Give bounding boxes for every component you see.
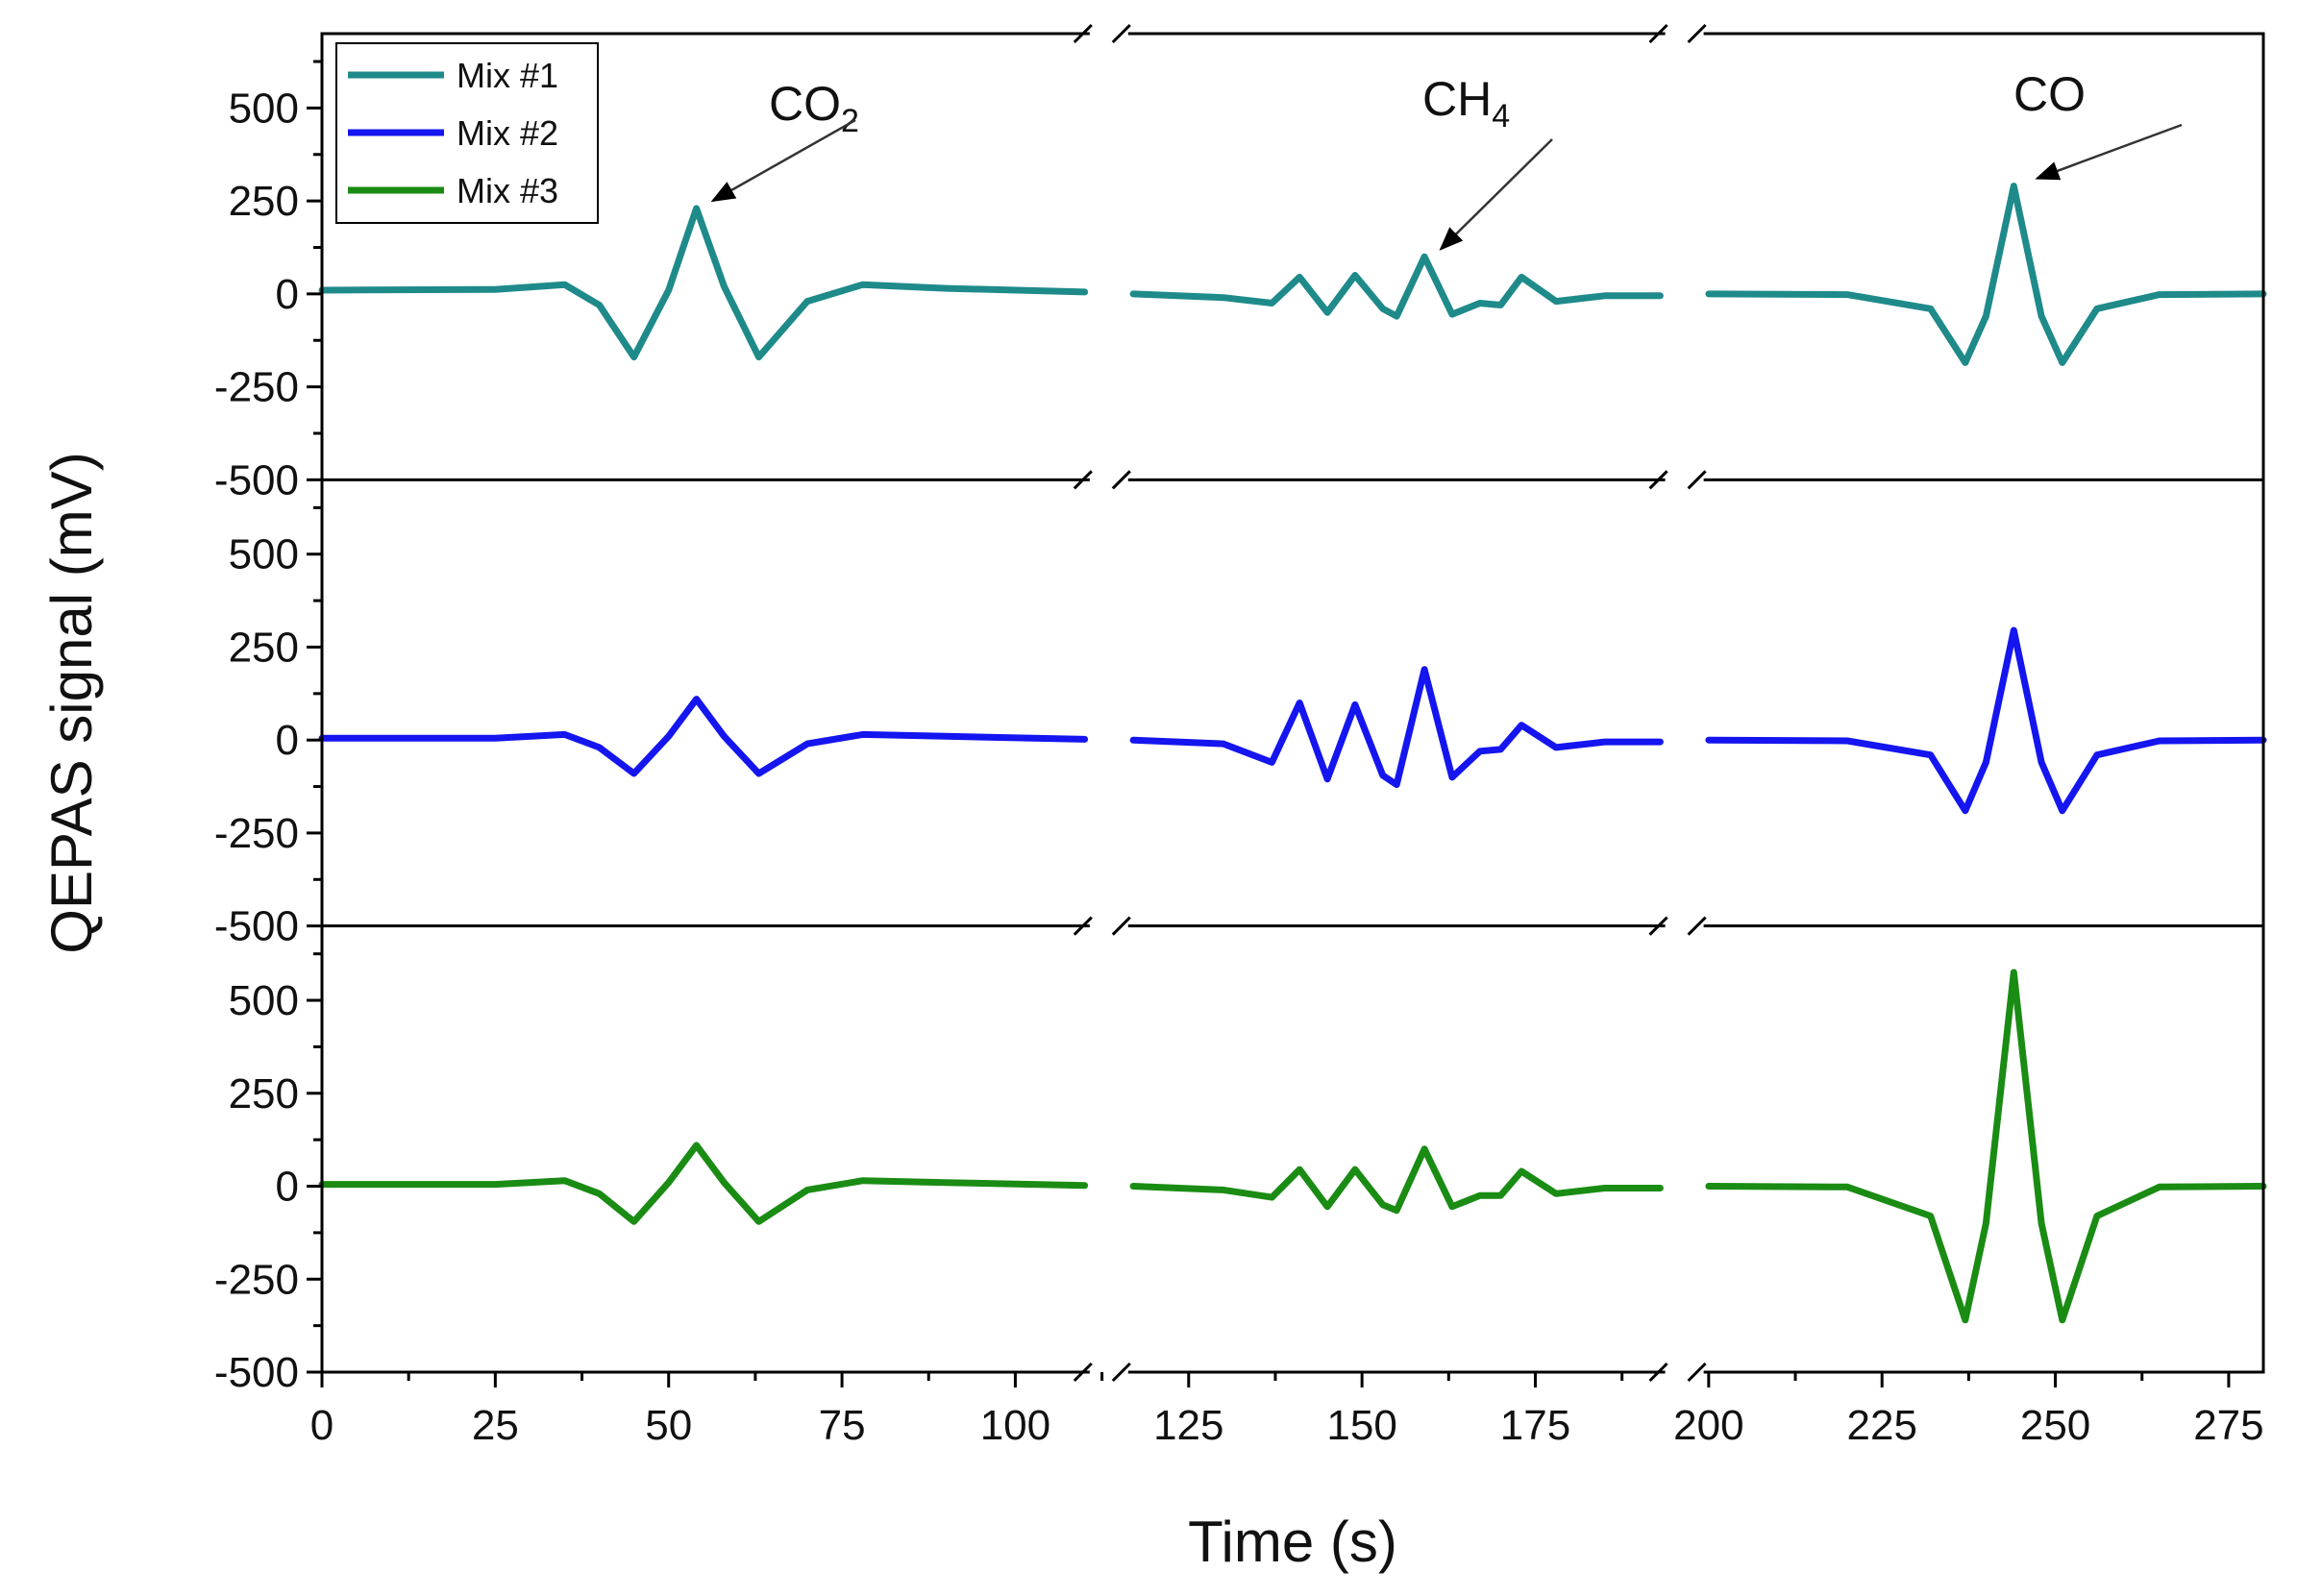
x-tick-label: 100 (980, 1402, 1050, 1449)
axis-break-mark (1648, 470, 1668, 490)
y-tick-label: -500 (214, 456, 299, 503)
axis-break-mark (1687, 916, 1707, 936)
y-tick-label: 250 (229, 1070, 299, 1117)
annotation-arrow-3 (2035, 123, 2183, 181)
axis-break-mark (1073, 23, 1093, 44)
axis-break-mark (1073, 1362, 1093, 1383)
series-line-3-segment-1 (318, 1142, 1089, 1225)
x-tick-label: 250 (2020, 1402, 2090, 1449)
y-tick-label: 0 (276, 717, 299, 764)
y-tick-label: 0 (276, 1164, 299, 1211)
axis-break-mark (1687, 470, 1707, 490)
axis-break-mark (1648, 1362, 1668, 1383)
annotation-arrow-2 (1439, 138, 1553, 251)
series-line-1-segment-3 (1705, 183, 2267, 366)
x-tick-label: 0 (310, 1402, 333, 1449)
series-line-2-segment-2 (1129, 666, 1664, 789)
y-tick-label: 500 (229, 531, 299, 578)
x-tick-label: 275 (2193, 1402, 2263, 1449)
x-tick-label: 175 (1500, 1402, 1570, 1449)
axis-break-mark (1073, 916, 1093, 936)
axis-break-mark (1111, 470, 1131, 490)
axis-break-mark (1111, 23, 1131, 44)
x-tick-label: 150 (1326, 1402, 1396, 1449)
series-line-2-segment-3 (1705, 626, 2267, 815)
y-tick-label: -250 (214, 810, 299, 857)
annotation-subscript: 4 (1492, 98, 1510, 135)
y-tick-label: 250 (229, 178, 299, 225)
x-tick-label: 75 (819, 1402, 866, 1449)
y-tick-label: -250 (214, 364, 299, 411)
series-line-3-segment-3 (1705, 969, 2267, 1324)
series-line-1-segment-1 (318, 205, 1089, 361)
x-tick-label: 50 (645, 1402, 692, 1449)
x-tick-label: 225 (1847, 1402, 1917, 1449)
axis-break-mark (1648, 23, 1668, 44)
axis-break-mark (1111, 1362, 1131, 1383)
y-tick-label: -250 (214, 1256, 299, 1303)
y-axis-title: QEPAS signal (mV) (39, 452, 104, 953)
y-tick-label: -500 (214, 1349, 299, 1396)
annotation-label-2: CH4 (1422, 72, 1510, 135)
y-tick-label: -500 (214, 903, 299, 950)
y-tick-label: 250 (229, 624, 299, 671)
annotation-label-3: CO (2013, 67, 2086, 121)
x-tick-label: 200 (1673, 1402, 1743, 1449)
series-line-3-segment-2 (1129, 1145, 1664, 1215)
axis-break-mark (1687, 1362, 1707, 1383)
legend-label-1: Mix #1 (457, 56, 558, 95)
legend-label-2: Mix #2 (457, 113, 558, 153)
x-tick-label: 25 (472, 1402, 519, 1449)
x-tick-label: 125 (1153, 1402, 1223, 1449)
y-tick-label: 500 (229, 85, 299, 132)
plot-frame (320, 32, 2265, 1374)
series-line-1-segment-2 (1129, 253, 1664, 320)
legend-label-3: Mix #3 (457, 171, 558, 210)
axis-break-mark (1073, 470, 1093, 490)
legend: Mix #1 Mix #2 Mix #3 (335, 42, 599, 224)
axis-break-mark (1687, 23, 1707, 44)
annotation-label-1: CO2 (769, 77, 859, 139)
x-axis-title: Time (s) (1188, 1510, 1397, 1574)
annotation-subscript: 2 (841, 103, 859, 139)
y-tick-label: 0 (276, 271, 299, 318)
series-line-2-segment-1 (318, 696, 1089, 777)
annotation-arrow-1 (710, 118, 856, 203)
axis-break-mark (1648, 916, 1668, 936)
axis-break-mark (1111, 916, 1131, 936)
y-tick-label: 500 (229, 977, 299, 1024)
